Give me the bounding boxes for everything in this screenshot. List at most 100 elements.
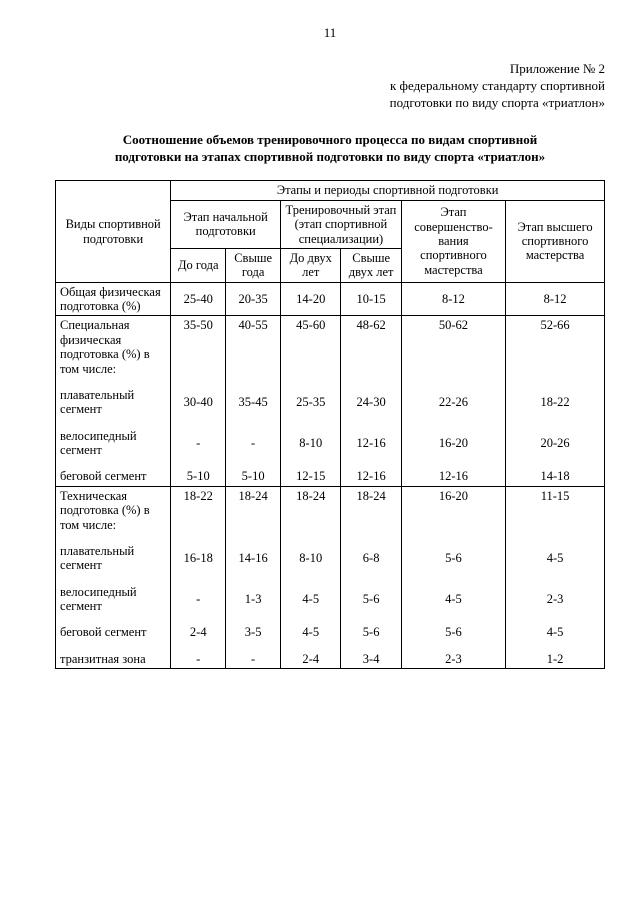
table-row: транзитная зона--2-43-42-31-2 [56,650,605,669]
col-header-rowlabel: Виды спортивной подготовки [56,181,171,282]
table-cell: 25-40 [171,282,226,316]
table-row: Специальная физическая подготовка (%) в … [56,316,605,378]
table-row: велосипедный сегмент-1-34-55-64-52-3 [56,583,605,616]
table-row-spacer [56,534,605,542]
table-cell: 24-30 [341,386,401,419]
table-cell: 18-24 [281,486,341,534]
col-header-stage3: Этап совершенство-вания спортивного маст… [401,200,505,282]
table-row: Общая физическая подготовка (%)25-4020-3… [56,282,605,316]
table-cell: - [171,583,226,616]
table-cell: 8-12 [506,282,605,316]
table-cell: 2-3 [401,650,505,669]
table-cell: 14-16 [226,542,281,575]
table-cell: 40-55 [226,316,281,378]
row-label: плавательный сегмент [56,386,171,419]
table-cell: 5-6 [341,623,401,641]
page-title: Соотношение объемов тренировочного проце… [55,132,605,166]
table-cell: 4-5 [281,623,341,641]
table-cell: 5-10 [171,467,226,486]
table-cell: 22-26 [401,386,505,419]
table-cell: - [226,650,281,669]
appendix-line3: подготовки по виду спорта «триатлон» [55,95,605,112]
table-row-spacer [56,642,605,650]
table-cell: 3-5 [226,623,281,641]
table-cell: 8-12 [401,282,505,316]
table-cell: 18-24 [341,486,401,534]
table-cell: 2-4 [281,650,341,669]
table-cell: 18-24 [226,486,281,534]
table-row: плавательный сегмент30-4035-4525-3524-30… [56,386,605,419]
table-row-spacer [56,459,605,467]
table-cell: 12-16 [341,427,401,460]
table-cell: 48-62 [341,316,401,378]
row-label: беговой сегмент [56,467,171,486]
table-cell: 20-26 [506,427,605,460]
table-cell: 45-60 [281,316,341,378]
col-header-stage4: Этап высшего спортивного мастерства [506,200,605,282]
table-cell: 4-5 [506,542,605,575]
table-cell: 5-6 [401,542,505,575]
appendix-line1: Приложение № 2 [55,61,605,78]
table-header-row: Виды спортивной подготовки Этапы и перио… [56,181,605,200]
table-row: велосипедный сегмент--8-1012-1616-2020-2… [56,427,605,460]
title-line2: подготовки на этапах спортивной подготов… [65,149,595,166]
table-row: беговой сегмент5-105-1012-1512-1612-1614… [56,467,605,486]
appendix-header: Приложение № 2 к федеральному стандарту … [55,61,605,112]
col-header-sub4: Свыше двух лет [341,248,401,282]
table-row: беговой сегмент2-43-54-55-65-64-5 [56,623,605,641]
table-cell: 5-10 [226,467,281,486]
row-label: беговой сегмент [56,623,171,641]
table-row: Техническая подготовка (%) в том числе:1… [56,486,605,534]
table-cell: - [226,427,281,460]
appendix-line2: к федеральному стандарту спортивной [55,78,605,95]
row-label: Общая физическая подготовка (%) [56,282,171,316]
table-cell: 35-45 [226,386,281,419]
col-header-sub2: Свыше года [226,248,281,282]
table-cell: - [171,427,226,460]
table-cell: 35-50 [171,316,226,378]
row-label: транзитная зона [56,650,171,669]
table-row-spacer [56,615,605,623]
col-header-stage2: Тренировочный этап (этап спортивной спец… [281,200,402,248]
table-cell: 4-5 [401,583,505,616]
row-label: велосипедный сегмент [56,427,171,460]
table-cell: 18-22 [506,386,605,419]
table-cell: 12-15 [281,467,341,486]
table-cell: 5-6 [401,623,505,641]
table-cell: 6-8 [341,542,401,575]
table-cell: 8-10 [281,542,341,575]
table-cell: 14-18 [506,467,605,486]
table-cell: 1-3 [226,583,281,616]
table-cell: - [171,650,226,669]
table-row-spacer [56,575,605,583]
table-cell: 14-20 [281,282,341,316]
row-label: Техническая подготовка (%) в том числе: [56,486,171,534]
col-header-super: Этапы и периоды спортивной подготовки [171,181,605,200]
table-cell: 16-20 [401,427,505,460]
row-label: плавательный сегмент [56,542,171,575]
table-cell: 4-5 [506,623,605,641]
table-cell: 20-35 [226,282,281,316]
table-cell: 12-16 [401,467,505,486]
table-cell: 16-20 [401,486,505,534]
col-header-sub1: До года [171,248,226,282]
table-row-spacer [56,419,605,427]
table-cell: 12-16 [341,467,401,486]
col-header-sub3: До двух лет [281,248,341,282]
table-cell: 3-4 [341,650,401,669]
table-cell: 10-15 [341,282,401,316]
table-cell: 52-66 [506,316,605,378]
row-label: Специальная физическая подготовка (%) в … [56,316,171,378]
table-cell: 8-10 [281,427,341,460]
table-row-spacer [56,378,605,386]
table-cell: 5-6 [341,583,401,616]
table-cell: 16-18 [171,542,226,575]
table-cell: 2-4 [171,623,226,641]
table-cell: 11-15 [506,486,605,534]
page-number: 11 [55,25,605,41]
table-cell: 50-62 [401,316,505,378]
title-line1: Соотношение объемов тренировочного проце… [65,132,595,149]
main-table: Виды спортивной подготовки Этапы и перио… [55,180,605,669]
table-cell: 1-2 [506,650,605,669]
table-cell: 18-22 [171,486,226,534]
